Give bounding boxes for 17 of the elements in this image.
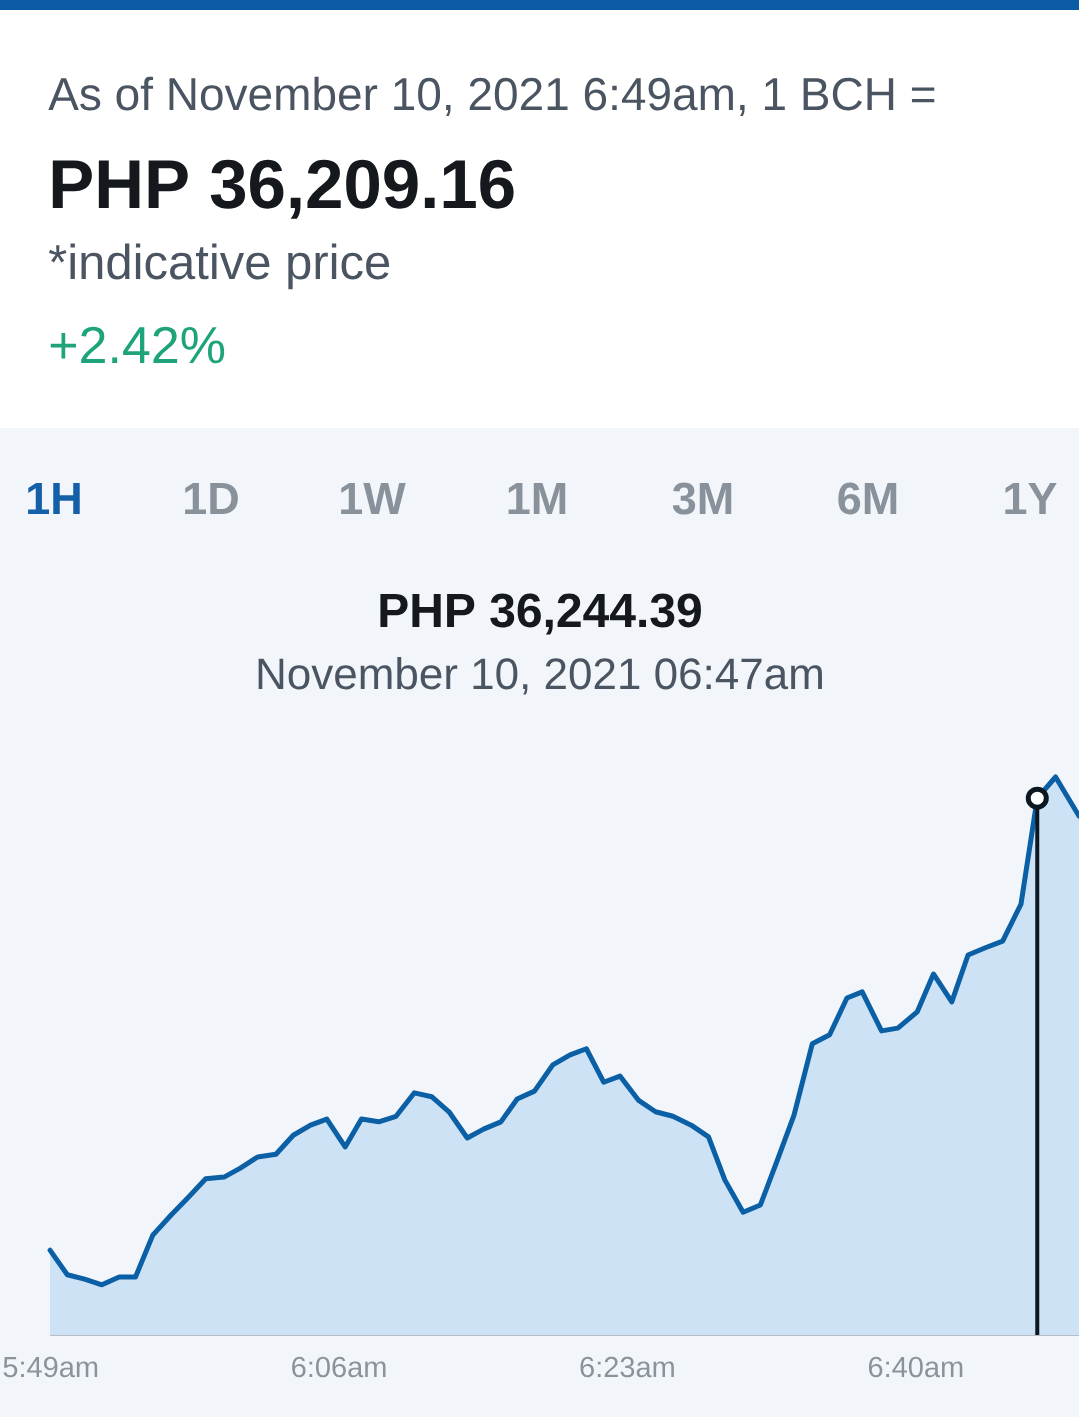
text: 6M [838, 482, 897, 515]
x-tick-label: 6:06am [292, 1356, 386, 1378]
text: 1Y [1005, 483, 1057, 514]
chart-title: As of November 10, 2021 6:49am, 1 BCH = [48, 76, 935, 116]
text: 1M [508, 483, 566, 514]
text: PHP 36,244.39 [380, 593, 701, 635]
text: 1H [28, 483, 80, 514]
text: 1W [341, 483, 406, 514]
x-tick-label: 5:49am [3, 1356, 98, 1378]
text: 1D [185, 483, 238, 514]
x-tick-label: 6:23am [580, 1356, 674, 1378]
chart-subtitle: PHP 36,209.16 [52, 159, 514, 219]
text: 3M [672, 482, 732, 515]
text: +2.42% [50, 326, 225, 364]
text: *indicative price [48, 243, 390, 290]
x-tick-label: 6:40am [868, 1356, 963, 1378]
text: November 10, 2021 06:47am [258, 657, 822, 695]
